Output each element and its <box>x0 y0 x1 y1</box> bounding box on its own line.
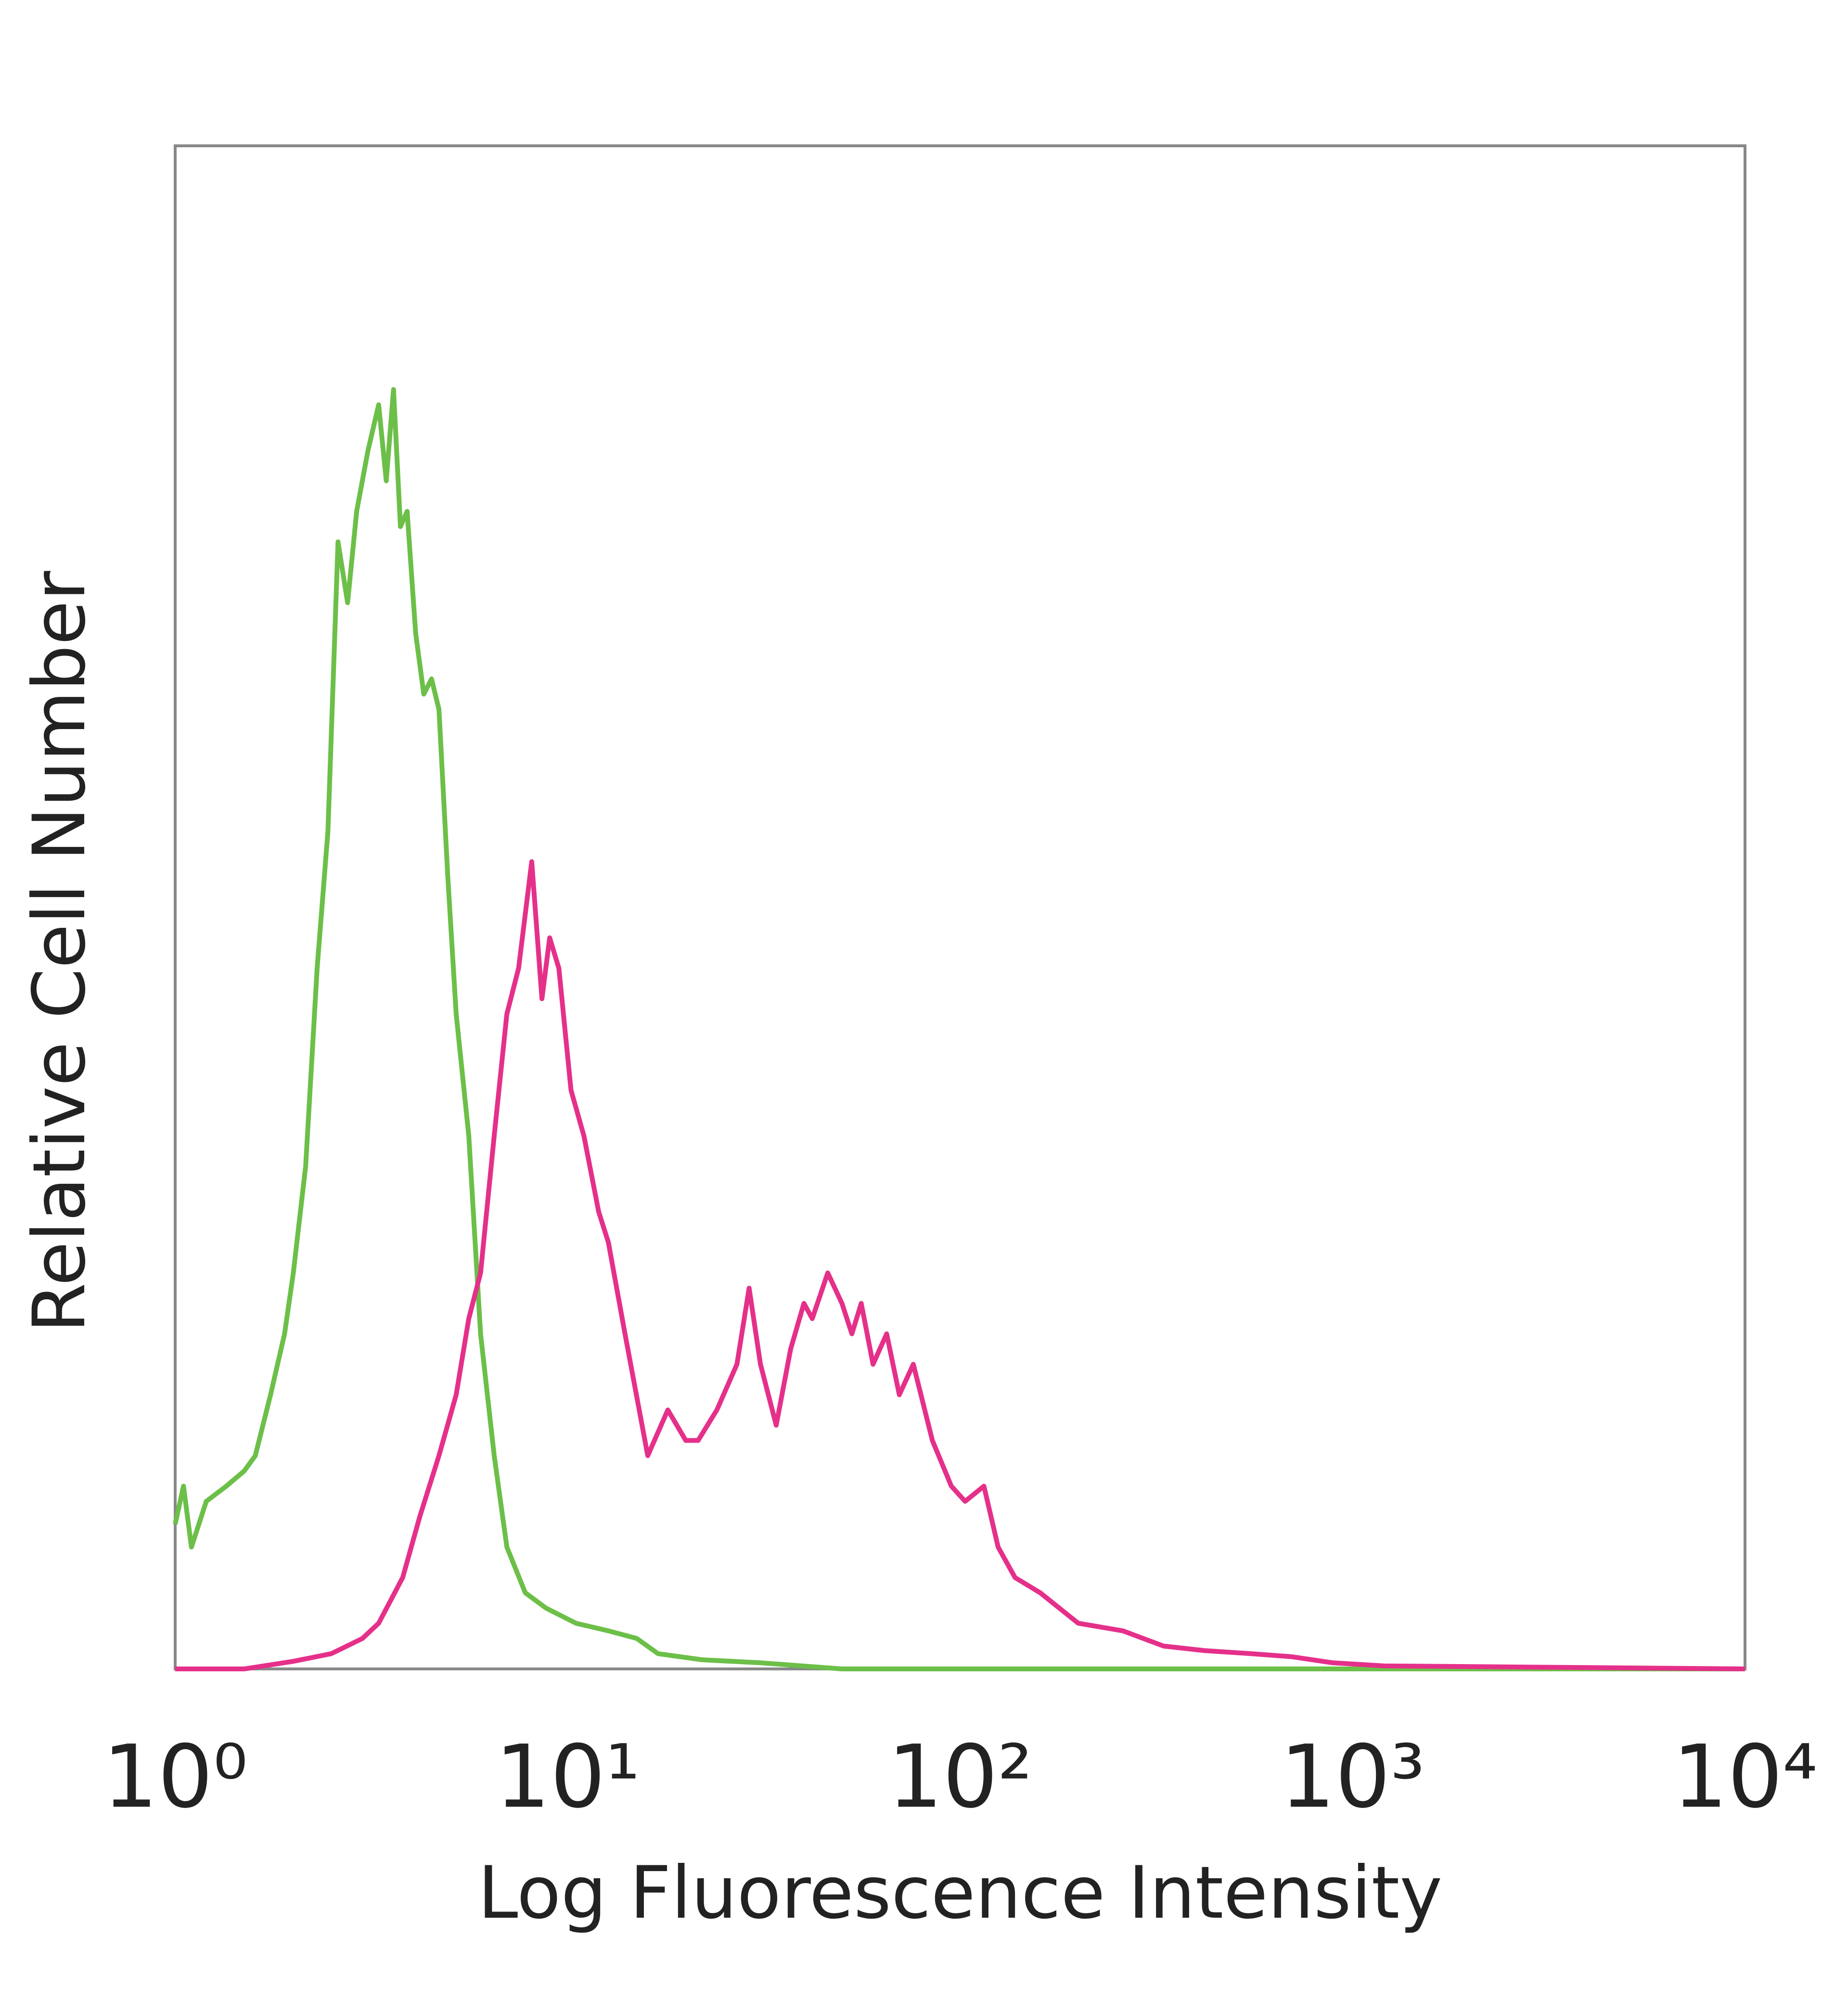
x-tick-label: 10² <box>887 1727 1032 1827</box>
x-tick-label: 10⁴ <box>1672 1727 1817 1827</box>
x-axis-label: Log Fluorescence Intensity <box>478 1851 1442 1935</box>
y-axis-label: Relative Cell Number <box>18 571 102 1333</box>
x-tick-label: 10⁰ <box>103 1727 247 1827</box>
x-tick-label: 10¹ <box>495 1727 640 1827</box>
histogram-line <box>173 387 1745 1671</box>
histogram-line <box>175 859 1745 1671</box>
x-tick-label: 10³ <box>1280 1727 1425 1827</box>
plot-frame <box>174 144 1746 1670</box>
